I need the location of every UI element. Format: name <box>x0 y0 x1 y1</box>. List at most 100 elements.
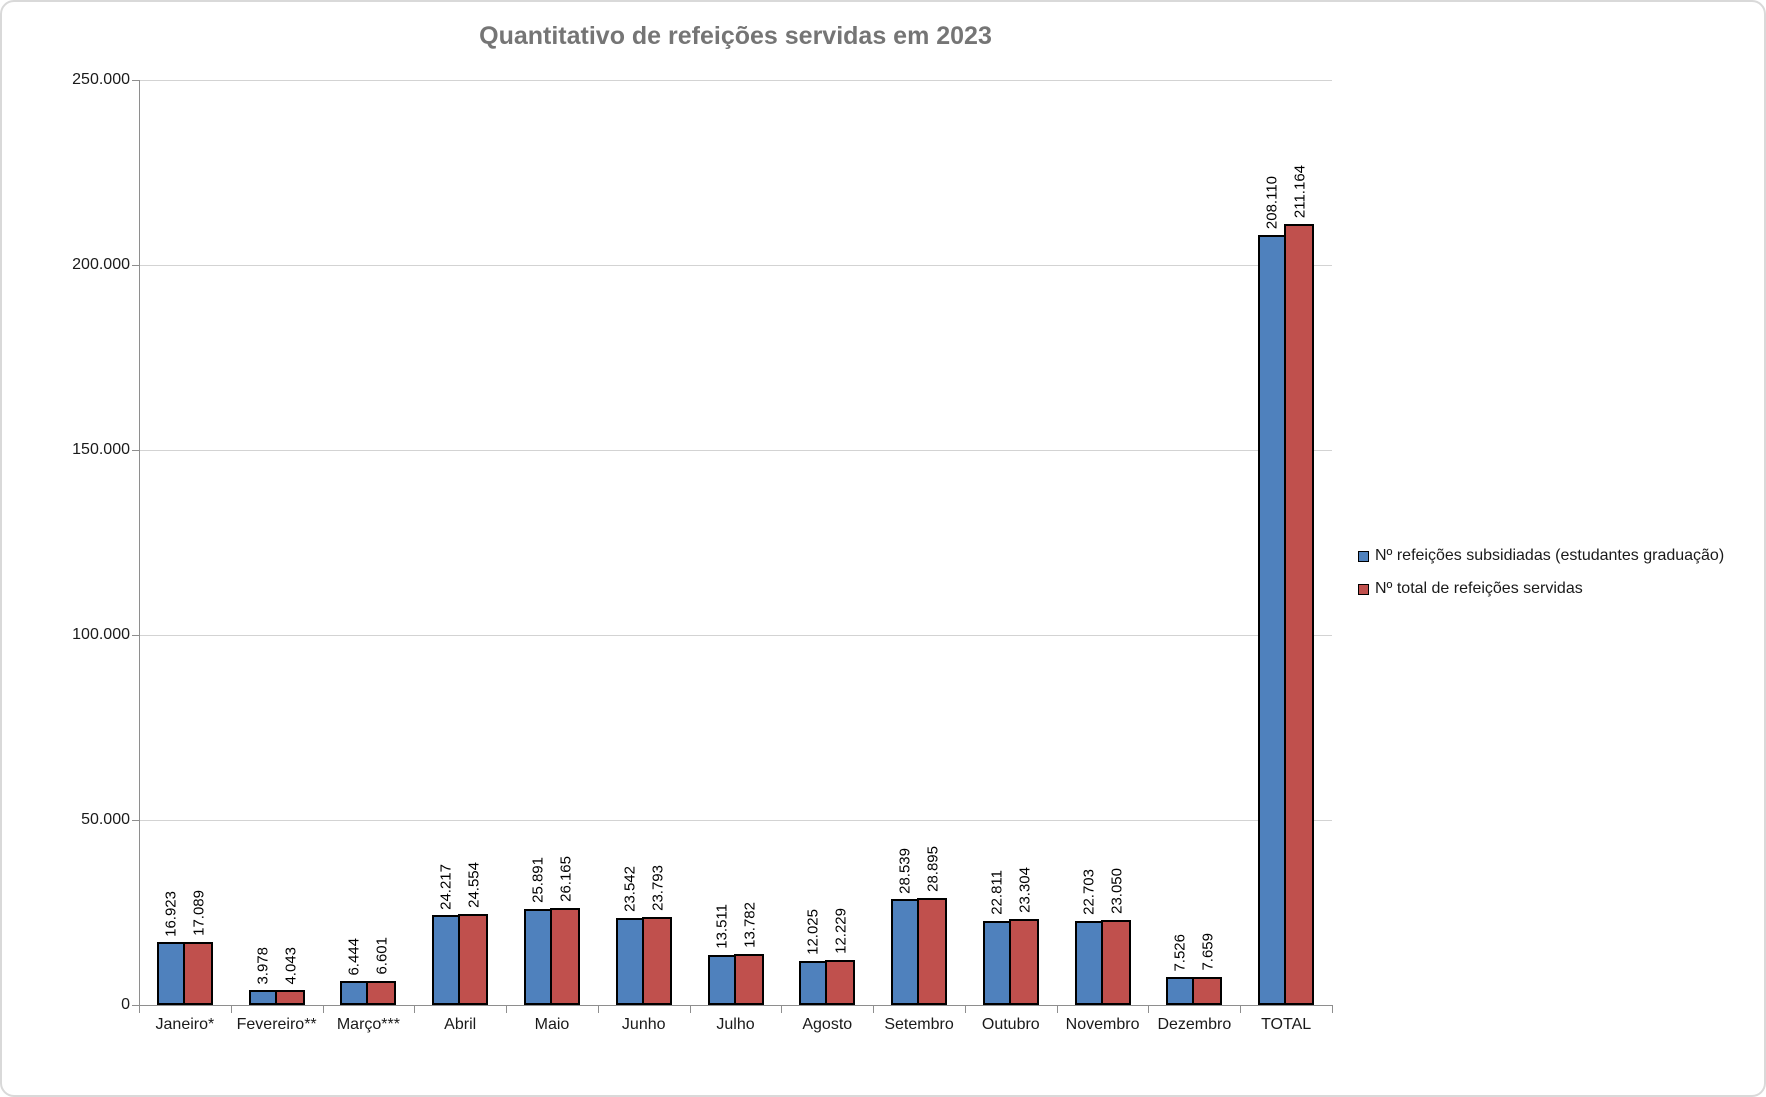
y-axis-tick <box>132 635 139 636</box>
bar-total <box>1192 976 1223 1005</box>
x-axis-tick <box>689 1005 691 1013</box>
x-axis-label: Junho <box>621 1016 666 1033</box>
gridline <box>139 450 1332 451</box>
gridline <box>139 635 1332 636</box>
x-axis-tick <box>230 1005 232 1013</box>
legend-item-total: Nº total de refeições servidas <box>1358 580 1724 598</box>
y-axis-label: 200.000 <box>72 256 130 273</box>
bar-value-label: 13.782 <box>741 902 758 949</box>
x-axis-tick <box>414 1005 416 1013</box>
y-axis-line <box>139 80 140 1005</box>
y-axis-label: 50.000 <box>81 811 130 828</box>
bar-value-label: 4.043 <box>282 946 300 985</box>
x-axis-tick <box>139 1005 140 1013</box>
x-axis-label: Janeiro* <box>155 1016 215 1033</box>
x-axis-tick <box>1148 1005 1150 1013</box>
bar-subsidiadas <box>707 955 736 1005</box>
bar-total <box>641 916 672 1005</box>
legend-swatch-red-icon <box>1358 583 1369 595</box>
bar-value-label: 3.978 <box>254 946 272 985</box>
legend-label: Nº total de refeições servidas <box>1375 580 1583 597</box>
bar-value-label: 22.811 <box>988 869 1006 915</box>
bar-value-label: 23.793 <box>649 865 667 911</box>
bar-subsidiadas <box>432 915 461 1005</box>
bar-total <box>458 914 489 1005</box>
x-axis-tick <box>781 1005 783 1013</box>
bar-value-label: 17.089 <box>190 889 208 936</box>
x-axis-label: Outubro <box>981 1016 1040 1033</box>
bar-subsidiadas <box>1258 235 1287 1005</box>
chart-title: Quantitativo de refeições servidas em 20… <box>479 22 992 50</box>
bar-total <box>1100 919 1131 1005</box>
y-axis-tick <box>132 80 139 81</box>
gridline <box>139 820 1332 821</box>
y-axis-tick <box>132 265 139 266</box>
x-axis-label: Dezembro <box>1157 1016 1232 1033</box>
bar-subsidiadas <box>1166 977 1195 1005</box>
x-axis-label: Abril <box>444 1016 477 1033</box>
bar-value-label: 23.542 <box>621 866 639 912</box>
bar-value-label: 22.703 <box>1080 869 1098 915</box>
x-axis-label: Fevereiro** <box>236 1016 317 1033</box>
bar-value-label: 211.164 <box>1291 164 1309 218</box>
bar-subsidiadas <box>891 899 920 1005</box>
bar-value-label: 23.304 <box>1016 866 1034 913</box>
bar-value-label: 28.539 <box>896 847 914 894</box>
bar-total <box>274 990 305 1005</box>
bar-total <box>733 954 764 1005</box>
x-axis-label: Agosto <box>802 1016 853 1033</box>
bar-total <box>825 959 856 1005</box>
bar-subsidiadas <box>340 981 369 1005</box>
x-axis-tick <box>873 1005 875 1013</box>
x-axis-tick <box>322 1005 324 1013</box>
y-axis-tick <box>132 820 139 821</box>
bar-total <box>1284 223 1315 1005</box>
bar-total <box>366 980 397 1005</box>
y-axis-label: 0 <box>121 996 130 1013</box>
legend: Nº refeições subsidiadas (estudantes gra… <box>1358 547 1724 598</box>
legend-swatch-blue-icon <box>1358 550 1369 562</box>
bar-value-label: 208.110 <box>1263 175 1281 229</box>
bar-subsidiadas <box>615 917 644 1005</box>
y-axis-label: 150.000 <box>72 441 130 458</box>
x-axis-label: Maio <box>534 1016 570 1033</box>
x-axis-tick <box>1240 1005 1242 1013</box>
plot-area: 0 50.000 100.000 150.000 200.000 250.000 Janei… <box>72 71 1333 1033</box>
bar-value-label: 6.444 <box>345 937 363 976</box>
bar-subsidiadas <box>523 909 552 1005</box>
bar-subsidiadas <box>1074 921 1103 1005</box>
bar-total <box>917 898 948 1005</box>
bar-subsidiadas <box>982 920 1011 1005</box>
bar-value-label: 12.229 <box>832 907 850 954</box>
bar-total <box>182 941 213 1005</box>
legend-item-subsidiadas: Nº refeições subsidiadas (estudantes gra… <box>1358 547 1724 565</box>
bar-value-label: 24.554 <box>465 862 483 909</box>
legend-label: Nº refeições subsidiadas (estudantes gra… <box>1375 547 1725 564</box>
bar-total <box>549 908 580 1005</box>
x-axis-label: Março*** <box>336 1016 400 1033</box>
bar-value-label: 23.050 <box>1108 867 1126 914</box>
x-axis-tick <box>506 1005 508 1013</box>
bar-total <box>1008 918 1039 1005</box>
gridline <box>139 80 1332 81</box>
bar-value-label: 25.891 <box>529 857 547 904</box>
x-axis-line <box>139 1005 1332 1006</box>
bar-value-label: 16.923 <box>162 890 180 937</box>
bar-value-label: 7.526 <box>1171 933 1189 972</box>
x-axis-label: Novembro <box>1065 1016 1140 1033</box>
y-axis-tick <box>132 450 139 451</box>
bar-subsidiadas <box>248 990 277 1005</box>
gridline <box>139 265 1332 266</box>
y-axis-label: 250.000 <box>72 71 130 88</box>
bar-value-label: 13.511 <box>713 904 730 950</box>
bar-value-label: 12.025 <box>804 908 822 955</box>
x-axis-tick <box>1332 1005 1333 1013</box>
x-axis-tick <box>964 1005 966 1013</box>
bar-value-label: 28.895 <box>924 846 942 893</box>
x-axis-label: Julho <box>716 1016 755 1033</box>
x-axis-label: Setembro <box>884 1016 954 1033</box>
bar-value-label: 26.165 <box>557 856 575 903</box>
bar-subsidiadas <box>799 960 828 1005</box>
bar-value-label: 24.217 <box>437 863 455 910</box>
x-axis-tick <box>1056 1005 1058 1013</box>
